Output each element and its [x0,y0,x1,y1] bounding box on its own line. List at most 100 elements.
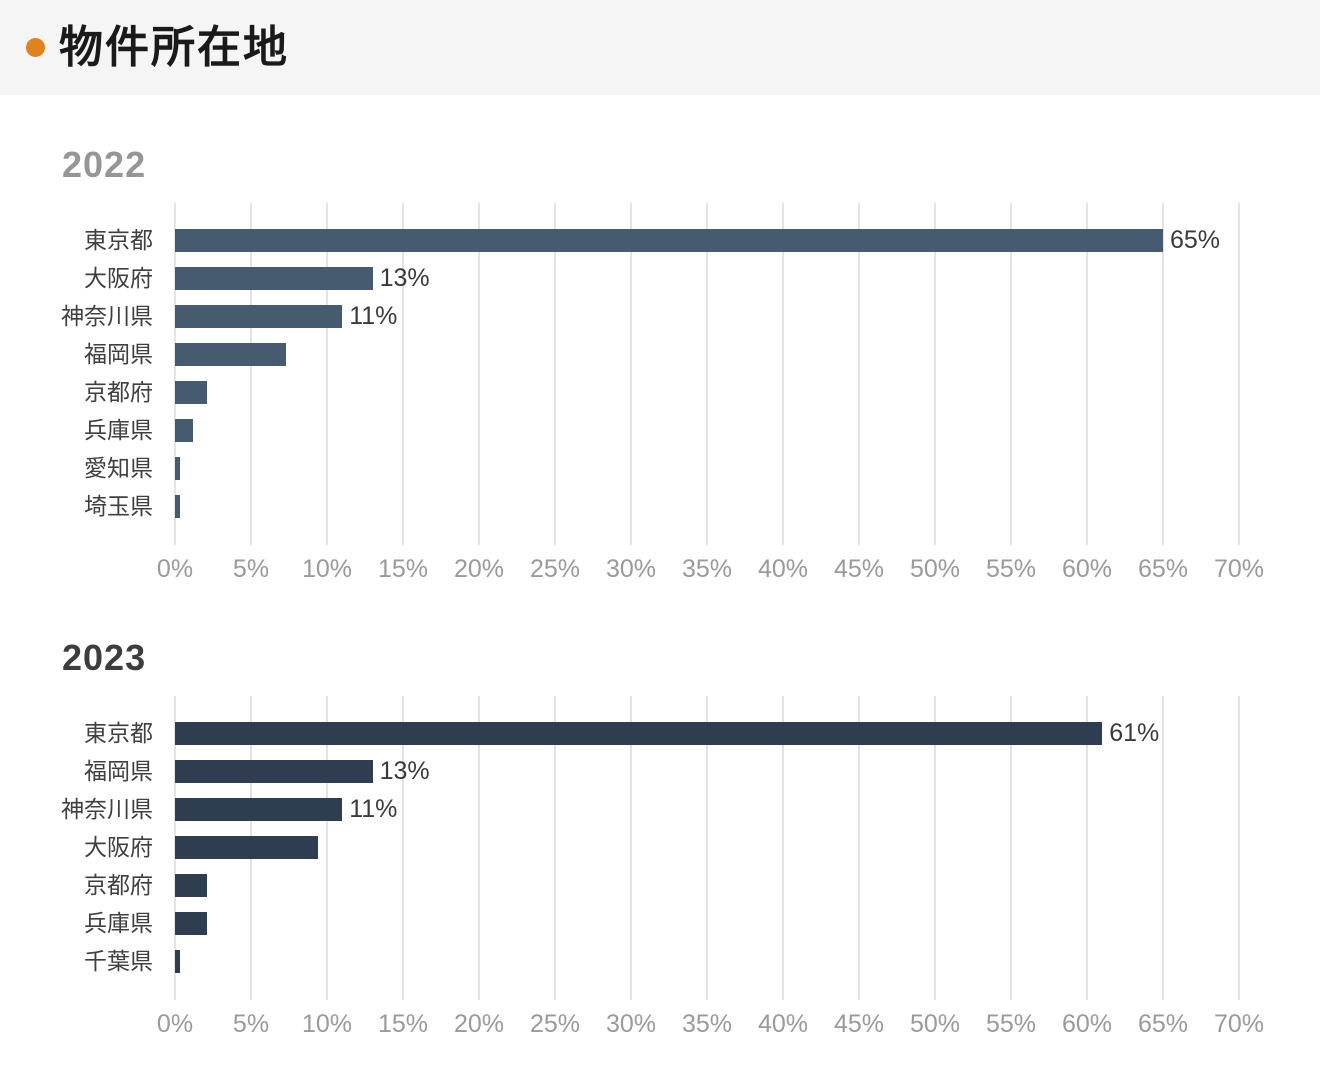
bar [175,721,1103,745]
table-row: 兵庫県 [84,904,1239,942]
bar [175,304,343,328]
bar [175,759,373,783]
table-row: 愛知県 [84,449,1239,487]
gridline [1009,203,1012,545]
gridline [934,203,936,545]
bar [175,911,207,935]
table-row: 埼玉県 [84,487,1239,525]
gridline [250,203,252,545]
gridline [402,203,404,545]
table-row: 東京都 65% [84,221,1239,259]
tick-label: 40% [757,555,809,583]
table-row: 神奈川県 11% [61,790,1239,828]
gridline [857,203,860,545]
tick-label: 70% [1213,1010,1265,1038]
gridline [857,696,860,1000]
tick-label: 0% [156,555,194,583]
gridline [1238,696,1240,1000]
gridline [1086,203,1088,545]
table-row: 千葉県 [84,942,1239,980]
category-label: 東京都 [84,719,153,746]
page-title: 物件所在地 [59,22,289,72]
tick-label: 55% [985,1010,1037,1038]
category-label: 京都府 [84,378,153,405]
tick-label: 20% [453,555,505,583]
bar [175,949,180,973]
bar [175,228,1163,252]
value-label: 11% [349,794,398,823]
tick-label: 30% [605,1010,657,1038]
gridline [174,203,176,545]
chart-2023: 2023 東京都 61% 福岡県 [0,640,1320,1048]
tick-label: 25% [529,1010,581,1038]
plot-area-2022: 東京都 65% 大阪府 13% 神奈川県 11% 福岡県 京都府 [61,203,1240,545]
tick-label: 50% [909,555,961,583]
bar-rows-2022: 東京都 65% 大阪府 13% 神奈川県 11% 福岡県 京都府 [61,203,1239,545]
category-label: 埼玉県 [84,492,153,519]
tick-label: 5% [232,555,270,583]
category-label: 大阪府 [84,264,153,291]
category-label: 千葉県 [84,947,153,974]
category-label: 神奈川県 [61,795,153,822]
category-label: 愛知県 [84,454,153,481]
plot-area-2023: 東京都 61% 福岡県 13% 神奈川県 11% 大阪府 京都府 [61,696,1240,1000]
tick-label: 65% [1137,1010,1189,1038]
gridline [325,203,328,545]
tick-label: 35% [681,555,733,583]
value-label: 61% [1109,718,1160,747]
bar [175,380,207,404]
bar [175,797,343,821]
category-label: 兵庫県 [84,416,153,443]
category-label: 福岡県 [84,340,153,367]
value-label: 13% [379,263,430,292]
bullet-icon [26,38,45,57]
table-row: 福岡県 13% [84,752,1239,790]
tick-label: 35% [681,1010,733,1038]
bar [175,342,286,366]
table-row: 大阪府 [84,828,1239,866]
x-axis-2023: 0% 5% 10% 15% 20% 25% 30% 35% 40% 45% 50… [157,1006,1264,1048]
tick-label: 10% [301,555,353,583]
value-label: 11% [349,301,398,330]
gridline [934,696,936,1000]
year-heading-2023: 2023 [62,637,147,678]
gridline [782,203,784,545]
value-label: 65% [1170,225,1221,254]
tick-label: 45% [833,1010,885,1038]
tick-label: 0% [156,1010,194,1038]
gridline [629,203,632,545]
gridline [1161,203,1164,545]
tick-label: 70% [1213,555,1265,583]
category-label: 福岡県 [84,757,153,784]
gridline [782,696,784,1000]
tick-label: 15% [377,555,429,583]
table-row: 福岡県 [84,335,1239,373]
bar [175,418,194,442]
gridline [706,203,708,545]
tick-label: 5% [232,1010,270,1038]
gridline [1086,696,1088,1000]
tick-label: 60% [1061,1010,1113,1038]
gridline [402,696,404,1000]
gridlines [174,203,1240,545]
tick-label: 45% [833,555,885,583]
page-header: 物件所在地 [0,0,1320,95]
gridline [325,696,328,1000]
bar [175,494,180,518]
tick-label: 20% [453,1010,505,1038]
category-label: 京都府 [84,871,153,898]
gridline [477,696,480,1000]
tick-label: 55% [985,555,1037,583]
gridline [1238,203,1240,545]
table-row: 神奈川県 11% [61,297,1239,335]
gridline [554,203,556,545]
tick-label: 30% [605,555,657,583]
bar-rows-2023: 東京都 61% 福岡県 13% 神奈川県 11% 大阪府 京都府 [61,696,1239,1000]
tick-label: 40% [757,1010,809,1038]
bar [175,835,318,859]
tick-label: 60% [1061,555,1113,583]
table-row: 京都府 [84,373,1239,411]
value-label: 13% [379,756,430,785]
gridline [1009,696,1012,1000]
table-row: 大阪府 13% [84,259,1239,297]
